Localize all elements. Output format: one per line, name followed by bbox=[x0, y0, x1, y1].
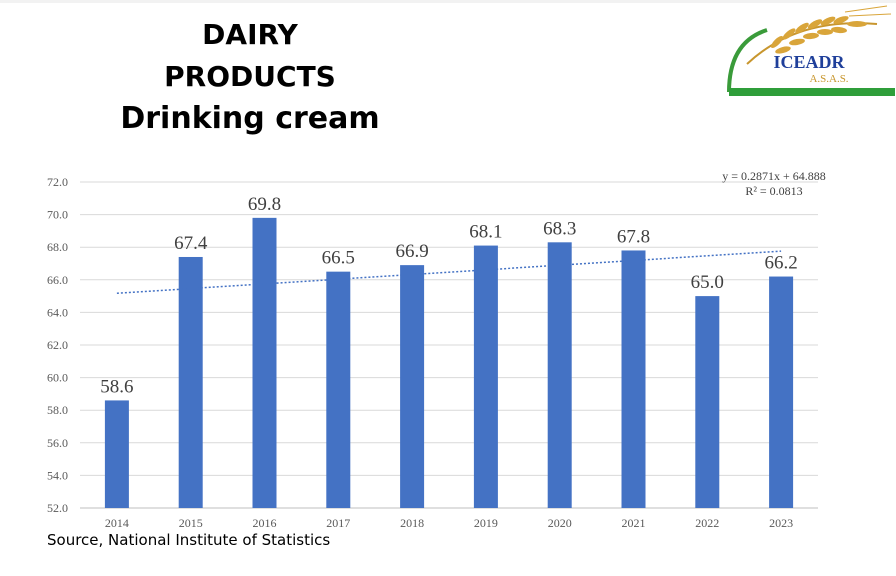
data-label: 58.6 bbox=[100, 376, 133, 397]
y-tick-label: 54.0 bbox=[47, 468, 68, 482]
x-tick-label: 2020 bbox=[548, 516, 572, 530]
x-tick-label: 2016 bbox=[253, 516, 277, 530]
trendline-equation: y = 0.2871x + 64.888 bbox=[722, 169, 826, 183]
gridlines bbox=[80, 181, 818, 509]
y-axis: 52.0 54.0 56.0 58.0 60.0 62.0 64.0 66.0 68.0 70.0… bbox=[47, 175, 68, 515]
data-label: 69.8 bbox=[248, 194, 281, 215]
y-tick-label: 62.0 bbox=[47, 338, 68, 352]
bar bbox=[621, 250, 646, 508]
trendline-r2: R² = 0.0813 bbox=[745, 184, 802, 198]
data-label: 66.2 bbox=[764, 253, 797, 274]
y-tick-label: 52.0 bbox=[47, 501, 68, 515]
y-tick-label: 56.0 bbox=[47, 436, 68, 450]
data-label: 68.3 bbox=[543, 218, 576, 239]
bar bbox=[326, 271, 351, 508]
title-line-2: PRODUCTS bbox=[164, 60, 336, 93]
data-label: 67.4 bbox=[174, 233, 208, 254]
logo-subtext: A.S.A.S. bbox=[809, 73, 848, 85]
y-tick-label: 72.0 bbox=[47, 175, 68, 189]
bar bbox=[547, 242, 572, 508]
y-tick-label: 68.0 bbox=[47, 240, 68, 254]
top-strip bbox=[0, 0, 896, 3]
bar bbox=[400, 265, 425, 508]
iceadr-logo: ICEADR A.S.A.S. bbox=[727, 5, 895, 96]
data-label: 68.1 bbox=[469, 222, 502, 243]
x-tick-label: 2021 bbox=[622, 516, 646, 530]
y-tick-label: 66.0 bbox=[47, 273, 68, 287]
data-label: 67.8 bbox=[617, 226, 650, 247]
data-label: 66.5 bbox=[322, 248, 355, 269]
x-tick-label: 2018 bbox=[400, 516, 424, 530]
y-tick-label: 70.0 bbox=[47, 208, 68, 222]
bar bbox=[695, 296, 720, 508]
data-labels: 58.6 67.4 69.8 66.5 66.9 68.1 68.3 67.8 65.0 66.2 bbox=[100, 194, 797, 398]
title-line-1: DAIRY bbox=[202, 18, 298, 51]
page-title: DAIRY PRODUCTS Drinking cream bbox=[100, 14, 400, 140]
title-line-3: Drinking cream bbox=[120, 101, 380, 136]
wheat-icon bbox=[746, 5, 892, 65]
bar bbox=[252, 217, 277, 509]
logo-text: ICEADR bbox=[773, 52, 845, 72]
trendline bbox=[116, 250, 782, 294]
x-tick-label: 2014 bbox=[105, 516, 129, 530]
x-tick-label: 2023 bbox=[769, 516, 793, 530]
x-tick-label: 2019 bbox=[474, 516, 498, 530]
data-label: 66.9 bbox=[395, 241, 428, 262]
x-tick-label: 2017 bbox=[326, 516, 350, 530]
data-label: 65.0 bbox=[691, 272, 724, 293]
bar bbox=[473, 245, 498, 508]
bar bbox=[104, 400, 129, 508]
source-note: Source, National Institute of Statistics bbox=[47, 531, 331, 549]
bar bbox=[178, 256, 203, 508]
bars bbox=[104, 217, 794, 509]
y-tick-label: 64.0 bbox=[47, 305, 68, 319]
trendline-path bbox=[116, 250, 782, 294]
x-tick-label: 2015 bbox=[179, 516, 203, 530]
x-tick-label: 2022 bbox=[695, 516, 719, 530]
y-tick-label: 58.0 bbox=[47, 403, 68, 417]
bar bbox=[769, 276, 794, 508]
bar-chart: 52.0 54.0 56.0 58.0 60.0 62.0 64.0 66.0 68.0 70.0… bbox=[47, 169, 826, 530]
y-tick-label: 60.0 bbox=[47, 371, 68, 385]
x-axis: 2014 2015 2016 2017 2018 2019 2020 2021 2022 2023 bbox=[105, 516, 793, 530]
